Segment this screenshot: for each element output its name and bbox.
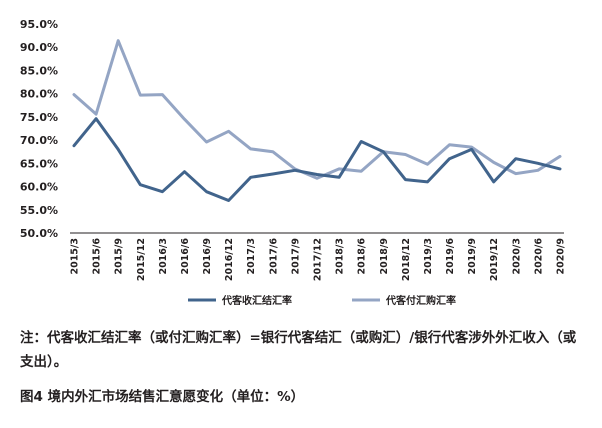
series-line-2 bbox=[72, 39, 562, 180]
x-tick-label: 2015/9 bbox=[114, 238, 125, 275]
y-tick-label: 90.0% bbox=[20, 41, 58, 54]
series-layer bbox=[72, 39, 562, 202]
y-tick-label: 75.0% bbox=[20, 111, 58, 124]
y-tick-label: 65.0% bbox=[20, 157, 58, 170]
x-axis: 2015/3 2015/6 2015/9 2015/12 2016/3 2016/6 201… bbox=[70, 232, 567, 281]
x-tick-label: 2019/6 bbox=[445, 238, 456, 275]
x-tick-label: 2020/9 bbox=[556, 238, 567, 275]
figure-caption: 图4 境内外汇市场结售汇意愿变化（单位：%） bbox=[20, 389, 305, 405]
x-tick-label: 2016/3 bbox=[158, 238, 169, 275]
legend: 代客收汇结汇率 代客付汇购汇率 bbox=[188, 294, 456, 307]
x-tick-label: 2018/9 bbox=[379, 238, 390, 275]
y-tick-label: 80.0% bbox=[20, 88, 58, 101]
y-tick-label: 50.0% bbox=[20, 227, 58, 240]
y-axis: 95.0% 90.0% 85.0% 80.0% 75.0% 70.0% 65.0% 60.0%… bbox=[20, 18, 58, 240]
y-tick-label: 95.0% bbox=[20, 18, 58, 31]
x-tick-label: 2016/12 bbox=[224, 238, 235, 281]
line-chart: 95.0% 90.0% 85.0% 80.0% 75.0% 70.0% 65.0% 60.0%… bbox=[20, 18, 567, 307]
x-tick-label: 2017/3 bbox=[246, 238, 257, 275]
legend-label-2: 代客付汇购汇率 bbox=[385, 294, 456, 307]
x-tick-label: 2019/9 bbox=[467, 238, 478, 275]
x-tick-label: 2017/9 bbox=[290, 238, 301, 275]
chart-note: 注：代客收汇结汇率（或付汇购汇率）=银行代客结汇（或购汇）/银行代客涉外外汇收入… bbox=[20, 330, 577, 370]
legend-label-1: 代客收汇结汇率 bbox=[221, 294, 292, 307]
x-tick-label: 2015/3 bbox=[70, 238, 81, 275]
x-tick-label: 2019/3 bbox=[423, 238, 434, 275]
x-tick-label: 2019/12 bbox=[489, 238, 500, 281]
x-tick-label: 2018/6 bbox=[357, 238, 368, 275]
x-tick-label: 2016/6 bbox=[180, 238, 191, 275]
x-tick-label: 2017/6 bbox=[268, 238, 279, 275]
y-tick-label: 55.0% bbox=[20, 204, 58, 217]
x-tick-label: 2017/12 bbox=[313, 238, 324, 281]
x-tick-label: 2015/6 bbox=[92, 238, 103, 275]
x-tick-label: 2020/6 bbox=[533, 238, 544, 275]
y-tick-label: 85.0% bbox=[20, 64, 58, 77]
x-tick-label: 2018/3 bbox=[335, 238, 346, 275]
x-tick-label: 2018/12 bbox=[401, 238, 412, 281]
x-tick-label: 2016/9 bbox=[202, 238, 213, 275]
x-tick-label: 2015/12 bbox=[136, 238, 147, 281]
x-tick-label: 2020/3 bbox=[511, 238, 522, 275]
series-line-1 bbox=[72, 117, 562, 202]
y-tick-label: 60.0% bbox=[20, 181, 58, 194]
y-tick-label: 70.0% bbox=[20, 134, 58, 147]
